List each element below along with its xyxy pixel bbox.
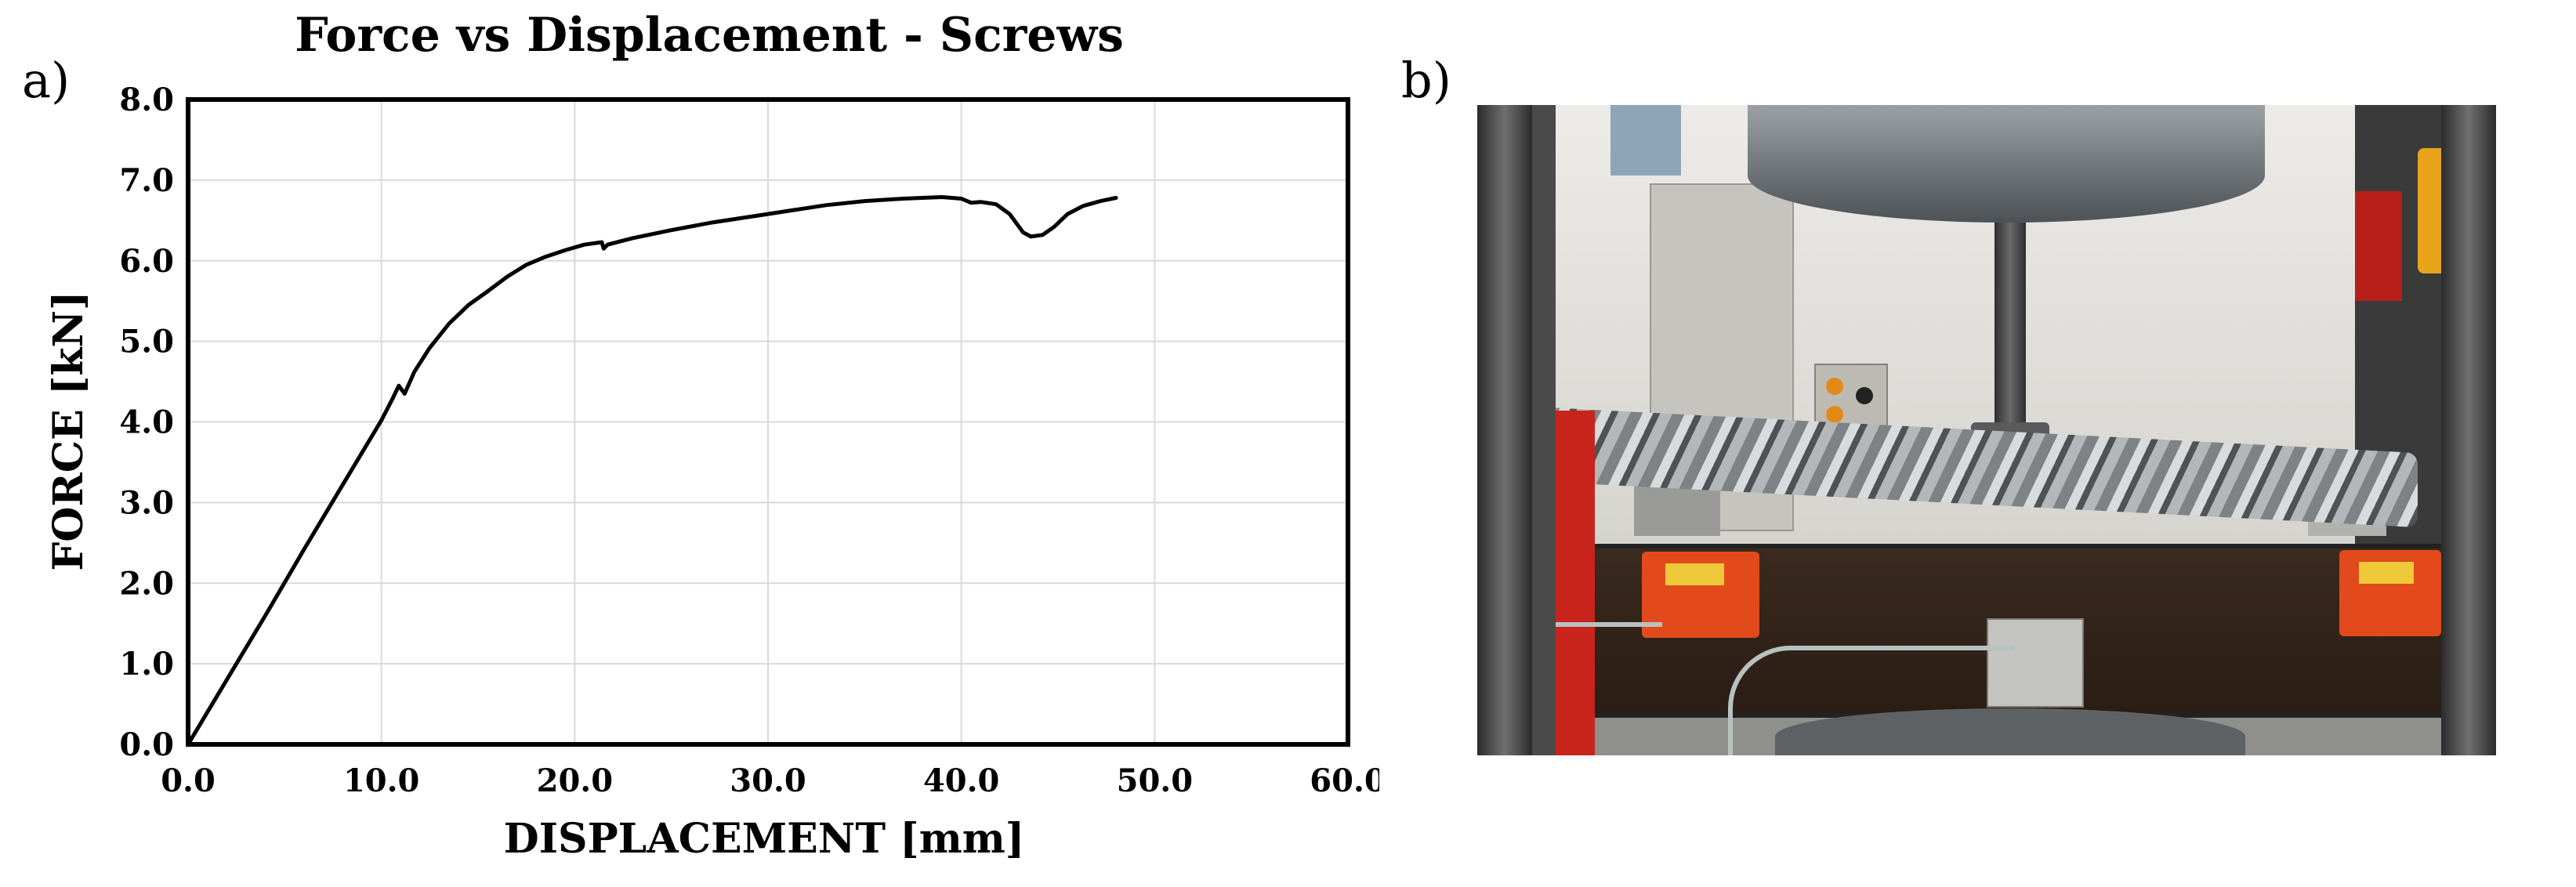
force-displacement-chart: 0.0 10.0 20.0 30.0 40.0 50.0 60.0 0.0 1.0 2.0 3.0 4…	[119, 81, 1379, 799]
photo-loading-rod	[1994, 223, 2026, 426]
panel-label-b: b)	[1401, 52, 1451, 109]
photo-sensor-window	[2359, 562, 2414, 584]
photo-red-valve	[2355, 191, 2402, 301]
panel-label-a: a)	[22, 52, 71, 109]
y-tick-label: 7.0	[119, 162, 174, 199]
photo-orange-button	[1826, 406, 1843, 423]
chart-title: Force vs Displacement - Screws	[295, 8, 1124, 63]
y-tick-label: 8.0	[119, 81, 174, 118]
test-setup-photo	[1477, 105, 2496, 755]
photo-orange-button	[1826, 378, 1843, 395]
x-tick-label: 30.0	[730, 762, 806, 799]
x-tick-label: 0.0	[161, 762, 216, 799]
x-tick-label: 50.0	[1117, 762, 1193, 799]
chart-grid	[188, 100, 1348, 744]
x-tick-label: 40.0	[923, 762, 999, 799]
y-tick-label: 5.0	[119, 324, 174, 360]
x-tick-label: 60.0	[1310, 762, 1379, 799]
photo-left-column-inner	[1532, 105, 1556, 755]
photo-sensor-window	[1665, 563, 1724, 585]
photo-left-column	[1477, 105, 1532, 755]
y-tick-label: 1.0	[119, 646, 174, 682]
plot-frame	[186, 97, 1350, 747]
x-axis-label: DISPLACEMENT [mm]	[503, 815, 1025, 863]
photo-cable	[1728, 646, 2015, 755]
y-tick-label: 2.0	[119, 565, 174, 602]
y-tick-label: 3.0	[119, 484, 174, 521]
y-tick-label: 6.0	[119, 243, 174, 280]
x-tick-label: 10.0	[343, 762, 419, 799]
series-line-screws	[186, 195, 1118, 747]
y-tick-label: 0.0	[119, 726, 174, 763]
y-tick-label: 4.0	[119, 404, 174, 441]
photo-window	[1610, 105, 1681, 176]
photo-right-column	[2441, 105, 2496, 755]
photo-black-button	[1856, 387, 1873, 404]
chart-ticks: 0.0 10.0 20.0 30.0 40.0 50.0 60.0 0.0 1.0 2.0 3.0 4…	[119, 81, 1379, 799]
x-tick-label: 20.0	[537, 762, 613, 799]
photo-load-platen	[1748, 105, 2265, 223]
